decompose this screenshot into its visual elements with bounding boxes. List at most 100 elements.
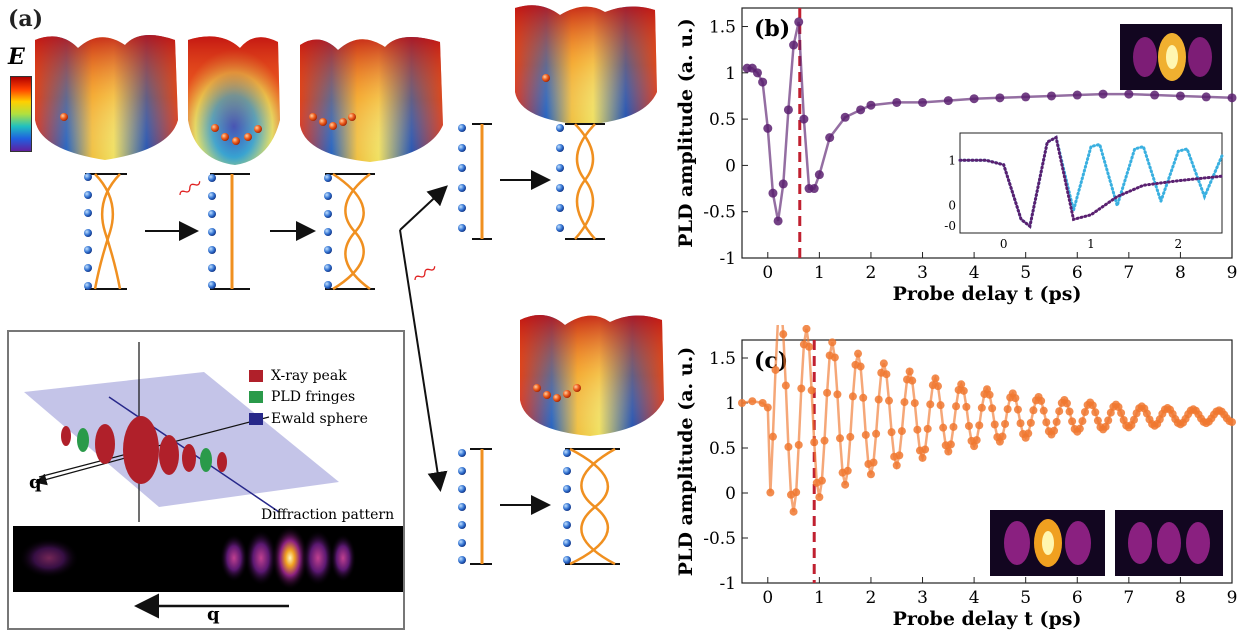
series-c-point [866, 470, 875, 479]
q-vector-label: q [29, 472, 42, 493]
inset-y-tick-label: 0 [948, 199, 956, 213]
x-tick-label: 6 [1072, 263, 1083, 283]
series-c-point [897, 427, 906, 436]
y-tick-label: -1 [719, 574, 736, 594]
inset-b-spot [1166, 45, 1178, 69]
panel-label: (b) [754, 16, 790, 42]
series-b-point [1098, 89, 1108, 99]
series-c-point [1081, 408, 1089, 416]
series-c-point [970, 442, 979, 451]
series-c-point [805, 342, 814, 351]
series-c-point [843, 466, 852, 475]
series-b-point [1072, 90, 1082, 100]
series-c-point [789, 507, 798, 516]
series-b-point [825, 133, 835, 143]
panel-a-schematic [35, 5, 664, 566]
y-axis-label: PLD amplitude (a. u.) [675, 347, 697, 576]
series-c-point [879, 359, 888, 368]
series-c-point [1088, 401, 1097, 410]
series-b-point [789, 40, 799, 50]
y-tick-label: 0.5 [709, 110, 736, 130]
y-tick-label: 1.5 [709, 349, 736, 369]
series-c-point [964, 421, 973, 430]
series-c-point [856, 362, 865, 371]
x-tick-label: 1 [814, 588, 825, 608]
series-c-point [1029, 406, 1038, 415]
series-c-point [949, 422, 958, 431]
x-axis-label: Probe delay t (ps) [893, 283, 1082, 305]
series-c-point [926, 400, 935, 409]
series-c-point [990, 420, 999, 429]
series-b-point [995, 93, 1005, 103]
x-tick-label: 9 [1227, 263, 1238, 283]
series-c-point [936, 401, 945, 410]
series-b-point [758, 77, 768, 87]
inset-b-spot [1188, 37, 1212, 77]
series-c-point [887, 428, 896, 437]
series-c-point [848, 392, 857, 401]
series-b-point [892, 97, 902, 107]
x-tick-label: 5 [1020, 588, 1031, 608]
lattice-1 [84, 173, 127, 290]
series-c-point [882, 370, 891, 379]
series-c-point [758, 399, 767, 407]
inset-y-tick-label: -0 [944, 219, 956, 233]
series-c-point [962, 402, 971, 411]
ewald-diagram [13, 342, 403, 619]
series-c-point [1101, 422, 1110, 431]
series-c-point [892, 461, 901, 470]
series-c-point [797, 384, 806, 393]
series-c-point [1078, 417, 1087, 426]
x-tick-label: 3 [917, 263, 928, 283]
legend-pld-label: PLD fringes [271, 389, 356, 405]
chart-b: 0 1 2 3 4 5 6 7 8 9 -1 -0.5 0 0.5 1 1.5 Probe delay t (p… [675, 7, 1238, 305]
y-tick-label: 0 [725, 484, 736, 504]
series-c-point [1228, 418, 1236, 427]
series-c-point [1011, 394, 1020, 403]
series-c-point [1039, 406, 1048, 415]
series-b-point [1150, 90, 1160, 100]
series-c-point [944, 447, 953, 456]
x-tick-label: 2 [866, 263, 877, 283]
y-tick-label: 0.5 [709, 439, 736, 459]
x-tick-label: 5 [1020, 263, 1031, 283]
series-b-point [943, 96, 953, 106]
x-tick-label: 3 [917, 588, 928, 608]
series-c-point [802, 325, 811, 333]
plot-frame [741, 339, 1233, 584]
y-tick-label: -0.5 [703, 203, 736, 223]
inset-x-tick-label: 0 [1000, 237, 1008, 251]
series-c-point [1075, 424, 1084, 433]
diffraction-pattern-label: Diffraction pattern [261, 507, 395, 523]
y-tick-label: 1 [725, 394, 736, 414]
surface-4 [515, 5, 657, 125]
series-c-point [815, 493, 824, 502]
series-c-point [908, 376, 917, 385]
surface-1 [35, 35, 178, 160]
series-c-point [934, 382, 942, 391]
series-b-point [1227, 93, 1237, 103]
x-tick-label: 2 [866, 588, 877, 608]
series-c-point [781, 381, 790, 390]
inset-c1-spot [1004, 521, 1030, 565]
series-c-point [1117, 408, 1126, 417]
series-c-point [859, 393, 868, 402]
series-c-point [779, 330, 788, 339]
series-b-point [918, 97, 928, 107]
x-tick-label: 7 [1123, 588, 1134, 608]
series-c-point [988, 404, 997, 413]
series-c-point [1016, 419, 1025, 428]
y-tick-label: 1 [725, 64, 736, 84]
series-c-point [820, 436, 829, 445]
x-tick-label: 7 [1123, 263, 1134, 283]
chart-c: 0 1 2 3 4 5 6 7 8 9 -1 -0.5 0 0.5 1 1.5 Probe delay t (p… [675, 325, 1237, 630]
series-c-point [1050, 426, 1059, 435]
series-b-point [1201, 92, 1211, 102]
inset-c1-spot [1042, 531, 1054, 555]
series-c-point [830, 353, 839, 362]
series-c-point [807, 386, 816, 395]
series-b-point [969, 94, 979, 104]
series-c-point [1026, 418, 1035, 427]
surface-5 [520, 315, 664, 436]
series-b-point [1175, 91, 1185, 101]
